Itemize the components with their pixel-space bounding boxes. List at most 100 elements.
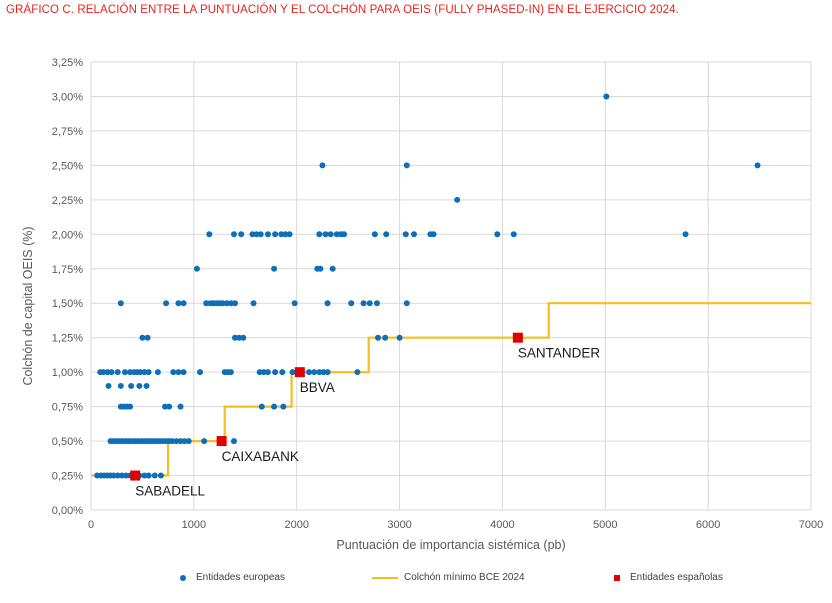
european-entity-point <box>141 472 148 479</box>
european-entity-point <box>139 334 146 341</box>
european-entity-point <box>169 438 176 445</box>
y-tick-label: 3,25% <box>52 57 83 69</box>
european-entity-point <box>494 231 501 238</box>
european-entity-point <box>230 231 237 238</box>
european-entity-point <box>144 334 151 341</box>
minimum-buffer-step-line <box>91 302 811 477</box>
european-entity-point <box>175 369 182 376</box>
european-entity-point <box>127 369 134 376</box>
european-entity-point <box>754 162 761 169</box>
european-entity-point <box>324 300 331 307</box>
european-entity-point <box>151 472 158 479</box>
y-tick-label: 1,50% <box>52 298 83 310</box>
european-entity-point <box>206 231 213 238</box>
european-entity-point <box>403 162 410 169</box>
x-tick-label: 5000 <box>593 519 617 531</box>
chart-legend: Entidades europeas Colchón mínimo BCE 20… <box>0 572 832 590</box>
european-entity-point <box>114 472 121 479</box>
european-entity-point <box>117 382 124 389</box>
y-tick-label: 1,25% <box>52 333 83 345</box>
legend-dot-icon <box>180 574 186 581</box>
european-entity-point <box>311 369 318 376</box>
european-entity-point <box>272 369 279 376</box>
european-entity-point <box>402 231 409 238</box>
european-entity-point <box>257 231 264 238</box>
european-entity-point <box>110 472 117 479</box>
european-entity-point <box>197 369 204 376</box>
european-entity-point <box>177 403 184 410</box>
european-entity-point <box>371 231 378 238</box>
y-tick-label: 1,75% <box>52 264 83 276</box>
legend-label-spanish: Entidades españolas <box>630 572 723 583</box>
european-entity-point <box>223 300 230 307</box>
european-entity-point <box>227 300 234 307</box>
european-entity-point <box>282 231 289 238</box>
legend-line-icon <box>372 576 398 579</box>
european-entity-point <box>127 403 134 410</box>
legend-item-spanish: Entidades españolas <box>614 572 723 583</box>
european-entity-point <box>271 403 278 410</box>
european-entity-point <box>410 231 417 238</box>
european-entity-point <box>317 265 324 272</box>
european-entity-point <box>128 382 135 389</box>
european-entity-point <box>136 382 143 389</box>
european-entity-point <box>316 231 323 238</box>
european-entity-point <box>201 438 208 445</box>
european-entity-point <box>291 300 298 307</box>
x-tick-label: 2000 <box>284 519 308 531</box>
x-axis-label: Puntuación de importancia sistémica (pb) <box>336 538 565 552</box>
legend-item-european: Entidades europeas <box>180 572 285 583</box>
european-entity-point <box>177 438 184 445</box>
european-entity-point <box>175 300 182 307</box>
european-entity-point <box>100 369 107 376</box>
european-entity-point <box>354 369 361 376</box>
european-entity-point <box>278 231 285 238</box>
european-entity-point <box>264 231 271 238</box>
european-entity-point <box>272 231 279 238</box>
x-tick-label: 0 <box>88 519 94 531</box>
european-entity-point <box>333 231 340 238</box>
european-entity-point <box>271 265 278 272</box>
european-entity-point <box>382 334 389 341</box>
european-entity-point <box>170 369 177 376</box>
european-entity-point <box>286 231 293 238</box>
european-entity-point <box>322 231 329 238</box>
european-entity-point <box>185 438 192 445</box>
european-entity-point <box>180 300 187 307</box>
european-entity-point <box>117 300 124 307</box>
european-entity-point <box>403 300 410 307</box>
european-entity-point <box>327 231 334 238</box>
spanish-entity-label: CAIXABANK <box>222 449 299 464</box>
european-entity-point <box>682 231 689 238</box>
european-entity-point <box>454 196 461 203</box>
european-entity-point <box>154 369 161 376</box>
european-entity-point <box>319 162 326 169</box>
european-entity-point <box>166 403 173 410</box>
european-entity-point <box>162 403 169 410</box>
european-entity-point <box>143 382 150 389</box>
european-entity-point <box>374 334 381 341</box>
y-tick-label: 0,00% <box>52 505 83 517</box>
european-entity-point <box>341 231 348 238</box>
european-entity-point <box>145 369 152 376</box>
x-tick-label: 4000 <box>490 519 514 531</box>
european-entity-point <box>203 300 210 307</box>
european-entity-point <box>396 334 403 341</box>
european-entity-point <box>373 300 380 307</box>
european-entity-point <box>104 369 111 376</box>
european-entity-point <box>510 231 517 238</box>
european-entity-point <box>232 300 238 307</box>
european-entity-point <box>227 369 234 376</box>
spanish-entities-layer: SABADELL CAIXABANK BBVA SANTANDER <box>130 332 600 499</box>
european-entity-point <box>232 334 238 341</box>
european-entity-point <box>316 369 323 376</box>
european-entity-point <box>236 334 243 341</box>
y-tick-label: 2,25% <box>52 195 83 207</box>
spanish-entity-point <box>294 367 305 378</box>
european-entity-point <box>289 369 296 376</box>
european-entity-point <box>329 265 336 272</box>
y-axis-tick-labels: 0,00% 0,25% 0,50% 0,75% 1,00% 1,25% 1,50% 1,75%… <box>52 57 83 517</box>
european-entity-point <box>181 438 188 445</box>
scatter-chart: 0,00% 0,25% 0,50% 0,75% 1,00% 1,25% 1,50% 1,75%… <box>21 57 823 552</box>
european-entity-point <box>114 369 121 376</box>
